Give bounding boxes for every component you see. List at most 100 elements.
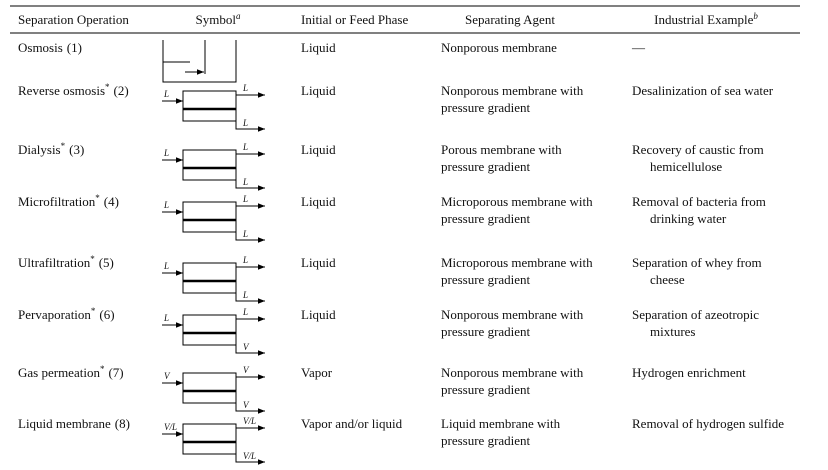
separating-agent: pressure gradient xyxy=(441,211,531,226)
header-cell: Separation Operation xyxy=(18,12,129,27)
operation-number: (5) xyxy=(99,255,114,270)
separating-agent: Nonporous membrane with xyxy=(441,365,584,380)
feed-phase: Vapor and/or liquid xyxy=(301,416,403,431)
footnote-mark: b xyxy=(753,11,758,21)
stream-label: V xyxy=(243,365,250,375)
operation: Liquid membrane (8) xyxy=(18,416,130,431)
stream-label: L xyxy=(163,200,169,210)
header-cell: Symbola xyxy=(196,11,241,27)
operation-note: * xyxy=(91,306,96,316)
operation: Gas permeation* (7) xyxy=(18,364,124,380)
stream-label: V xyxy=(243,342,250,352)
feed-phase: Liquid xyxy=(301,194,336,209)
operation-name: Osmosis xyxy=(18,40,63,55)
stream-label: V xyxy=(243,400,250,410)
operation-name: Liquid membrane xyxy=(18,416,111,431)
separating-agent: Nonporous membrane with xyxy=(441,83,584,98)
stream-label: L xyxy=(242,194,248,204)
stream-label: V/L xyxy=(164,422,177,432)
operation-number: (7) xyxy=(108,365,123,380)
operation-number: (8) xyxy=(115,416,130,431)
stream-label: L xyxy=(242,290,248,300)
operation: Reverse osmosis* (2) xyxy=(18,82,129,98)
operation-note: * xyxy=(61,141,66,151)
module-box xyxy=(182,314,237,346)
stream-label: V/L xyxy=(243,416,256,426)
feed-phase: Vapor xyxy=(301,365,333,380)
industrial-example: Separation of whey from xyxy=(632,255,762,270)
header-text: Separation Operation xyxy=(18,12,129,27)
industrial-example: drinking water xyxy=(650,211,727,226)
feed-phase: Liquid xyxy=(301,255,336,270)
stream-label: V xyxy=(164,371,171,381)
permeate-arrow xyxy=(235,403,265,414)
operation-number: (1) xyxy=(67,40,82,55)
operation: Pervaporation* (6) xyxy=(18,306,115,322)
permeate-arrow xyxy=(235,293,265,304)
feed-phase: Liquid xyxy=(301,142,336,157)
permeate-arrow xyxy=(235,232,265,243)
stream-label: L xyxy=(242,307,248,317)
operation-note: * xyxy=(100,364,105,374)
module-box xyxy=(182,201,237,233)
stream-label: L xyxy=(163,148,169,158)
module-box xyxy=(182,423,237,455)
separating-agent: Nonporous membrane with xyxy=(441,307,584,322)
header-text: Initial or Feed Phase xyxy=(301,12,408,27)
stream-label: L xyxy=(242,142,248,152)
separating-agent: Microporous membrane with xyxy=(441,255,593,270)
operation-note: * xyxy=(105,82,110,92)
operation-note: * xyxy=(95,193,100,203)
separating-agent: pressure gradient xyxy=(441,100,531,115)
operation-name: Gas permeation xyxy=(18,365,100,380)
footnote-mark: a xyxy=(236,11,241,21)
separating-agent: pressure gradient xyxy=(441,159,531,174)
operation-note: * xyxy=(90,254,95,264)
stream-label: L xyxy=(242,83,248,93)
module-box xyxy=(182,372,237,404)
separating-agent: pressure gradient xyxy=(441,382,531,397)
header-text: Separating Agent xyxy=(465,12,555,27)
stream-label: L xyxy=(242,118,248,128)
permeate-arrow xyxy=(235,121,265,132)
separating-agent: Liquid membrane with xyxy=(441,416,561,431)
industrial-example: mixtures xyxy=(650,324,696,339)
operation-number: (4) xyxy=(104,194,119,209)
operation-name: Pervaporation xyxy=(18,307,91,322)
stream-label: L xyxy=(163,89,169,99)
industrial-example: Hydrogen enrichment xyxy=(632,365,746,380)
module-box xyxy=(182,149,237,181)
industrial-example: Recovery of caustic from xyxy=(632,142,764,157)
feed-phase: Liquid xyxy=(301,40,336,55)
stream-label: L xyxy=(163,261,169,271)
separating-agent: pressure gradient xyxy=(441,433,531,448)
operation-number: (2) xyxy=(114,83,129,98)
industrial-example: hemicellulose xyxy=(650,159,722,174)
header-cell: Separating Agent xyxy=(465,12,555,27)
industrial-example: cheese xyxy=(650,272,685,287)
permeate-arrow xyxy=(235,345,265,356)
stream-label: L xyxy=(163,313,169,323)
operation: Osmosis (1) xyxy=(18,40,82,55)
header-text: Symbol xyxy=(196,12,237,27)
stream-label: L xyxy=(242,229,248,239)
header-cell: Initial or Feed Phase xyxy=(301,12,408,27)
operation-name: Ultrafiltration xyxy=(18,255,91,270)
separating-agent: Porous membrane with xyxy=(441,142,562,157)
operation: Ultrafiltration* (5) xyxy=(18,254,114,270)
industrial-example: Removal of bacteria from xyxy=(632,194,766,209)
feed-phase: Liquid xyxy=(301,307,336,322)
stream-label: L xyxy=(242,177,248,187)
operation-number: (3) xyxy=(69,142,84,157)
industrial-example: Desalinization of sea water xyxy=(632,83,774,98)
separating-agent: pressure gradient xyxy=(441,324,531,339)
osmosis-vessel xyxy=(162,40,237,83)
operation-name: Dialysis xyxy=(18,142,61,157)
industrial-example: — xyxy=(631,40,646,55)
separating-agent: Nonporous membrane xyxy=(441,40,557,55)
industrial-example: Removal of hydrogen sulfide xyxy=(632,416,784,431)
permeate-arrow xyxy=(235,180,265,191)
permeate-arrow xyxy=(235,454,265,465)
operation-number: (6) xyxy=(99,307,114,322)
